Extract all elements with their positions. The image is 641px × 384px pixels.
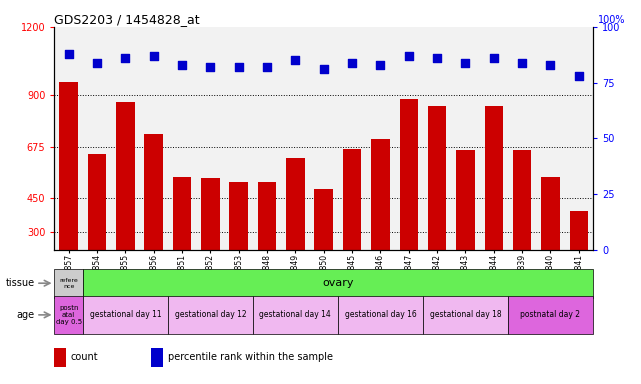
Bar [371,139,390,250]
Bar [144,134,163,250]
Point [290,57,301,63]
Point [545,62,556,68]
Point [488,55,499,61]
Bar [423,296,508,334]
Bar [508,296,593,334]
Point [149,53,159,59]
Bar [338,296,423,334]
Bar [116,102,135,250]
Bar [253,296,338,334]
Point [177,62,187,68]
Bar [151,348,163,367]
Text: postn
atal
day 0.5: postn atal day 0.5 [56,305,81,325]
Bar [286,158,304,250]
Text: gestational day 14: gestational day 14 [260,310,331,319]
Bar [60,82,78,250]
Text: gestational day 18: gestational day 18 [429,310,501,319]
Bar [83,296,168,334]
Point [574,73,584,79]
Text: gestational day 11: gestational day 11 [90,310,161,319]
Point [432,55,442,61]
Point [63,51,74,57]
Text: tissue: tissue [6,278,35,288]
Text: 100%: 100% [598,15,626,25]
Bar [54,269,83,298]
Bar [485,106,503,250]
Bar [399,99,418,250]
Text: GDS2203 / 1454828_at: GDS2203 / 1454828_at [54,13,200,26]
Point [233,64,244,70]
Text: gestational day 16: gestational day 16 [344,310,416,319]
Bar [570,211,588,250]
Point [319,66,329,72]
Bar [201,178,220,250]
Text: percentile rank within the sample: percentile rank within the sample [167,352,333,362]
Bar [428,106,446,250]
Bar [54,348,66,367]
Bar [54,296,83,334]
Bar [541,177,560,250]
Text: count: count [71,352,98,362]
Text: gestational day 12: gestational day 12 [174,310,246,319]
Point [404,53,414,59]
Text: ovary: ovary [322,278,354,288]
Point [460,60,470,66]
Bar [513,150,531,250]
Point [517,60,527,66]
Point [121,55,131,61]
Point [262,64,272,70]
Bar [315,189,333,250]
Text: age: age [17,310,35,320]
Bar [343,149,362,250]
Bar [173,177,191,250]
Point [375,62,385,68]
Point [347,60,357,66]
Bar [88,154,106,250]
Bar [456,150,474,250]
Text: postnatal day 2: postnatal day 2 [520,310,580,319]
Bar [258,182,276,250]
Bar [229,182,248,250]
Point [92,60,102,66]
Text: refere
nce: refere nce [59,278,78,289]
Bar [168,296,253,334]
Point [205,64,215,70]
